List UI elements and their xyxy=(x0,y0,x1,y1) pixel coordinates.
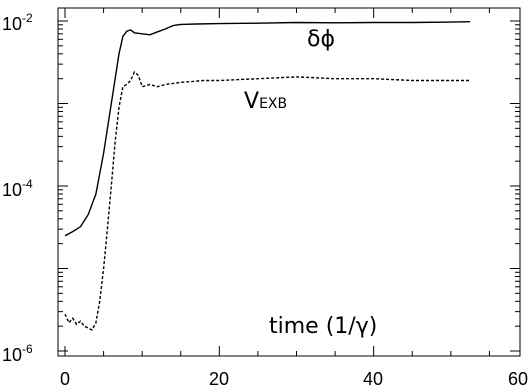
y-tick-exp: -4 xyxy=(22,177,33,191)
annotation-vexb-sub: EXB xyxy=(259,96,287,112)
y-tick-base: 10 xyxy=(2,14,22,34)
x-tick-label-20: 20 xyxy=(209,369,229,389)
x-axis-label: time (1/γ) xyxy=(269,314,377,339)
y-tick-label-1e-2: 10-2 xyxy=(2,11,33,34)
y-tick-base: 10 xyxy=(2,180,22,200)
axis-ticks xyxy=(58,8,520,356)
y-tick-label-1e-4: 10-4 xyxy=(2,177,33,200)
annotation-vexb: VEXB xyxy=(244,89,287,114)
y-tick-base: 10 xyxy=(2,345,22,365)
series-line-0 xyxy=(64,21,471,237)
annotation-dphi: δϕ xyxy=(307,27,335,52)
annotation-vexb-main: V xyxy=(244,89,259,114)
x-tick-label-0: 0 xyxy=(60,369,70,389)
y-tick-label-1e-6: 10-6 xyxy=(2,342,33,365)
y-tick-exp: -6 xyxy=(22,342,33,356)
x-tick-label-40: 40 xyxy=(363,369,383,389)
plot-frame xyxy=(57,7,521,357)
x-tick-label-60: 60 xyxy=(508,369,528,389)
y-tick-exp: -2 xyxy=(22,11,33,25)
series-layer xyxy=(64,21,471,331)
series-line-1 xyxy=(64,70,471,331)
